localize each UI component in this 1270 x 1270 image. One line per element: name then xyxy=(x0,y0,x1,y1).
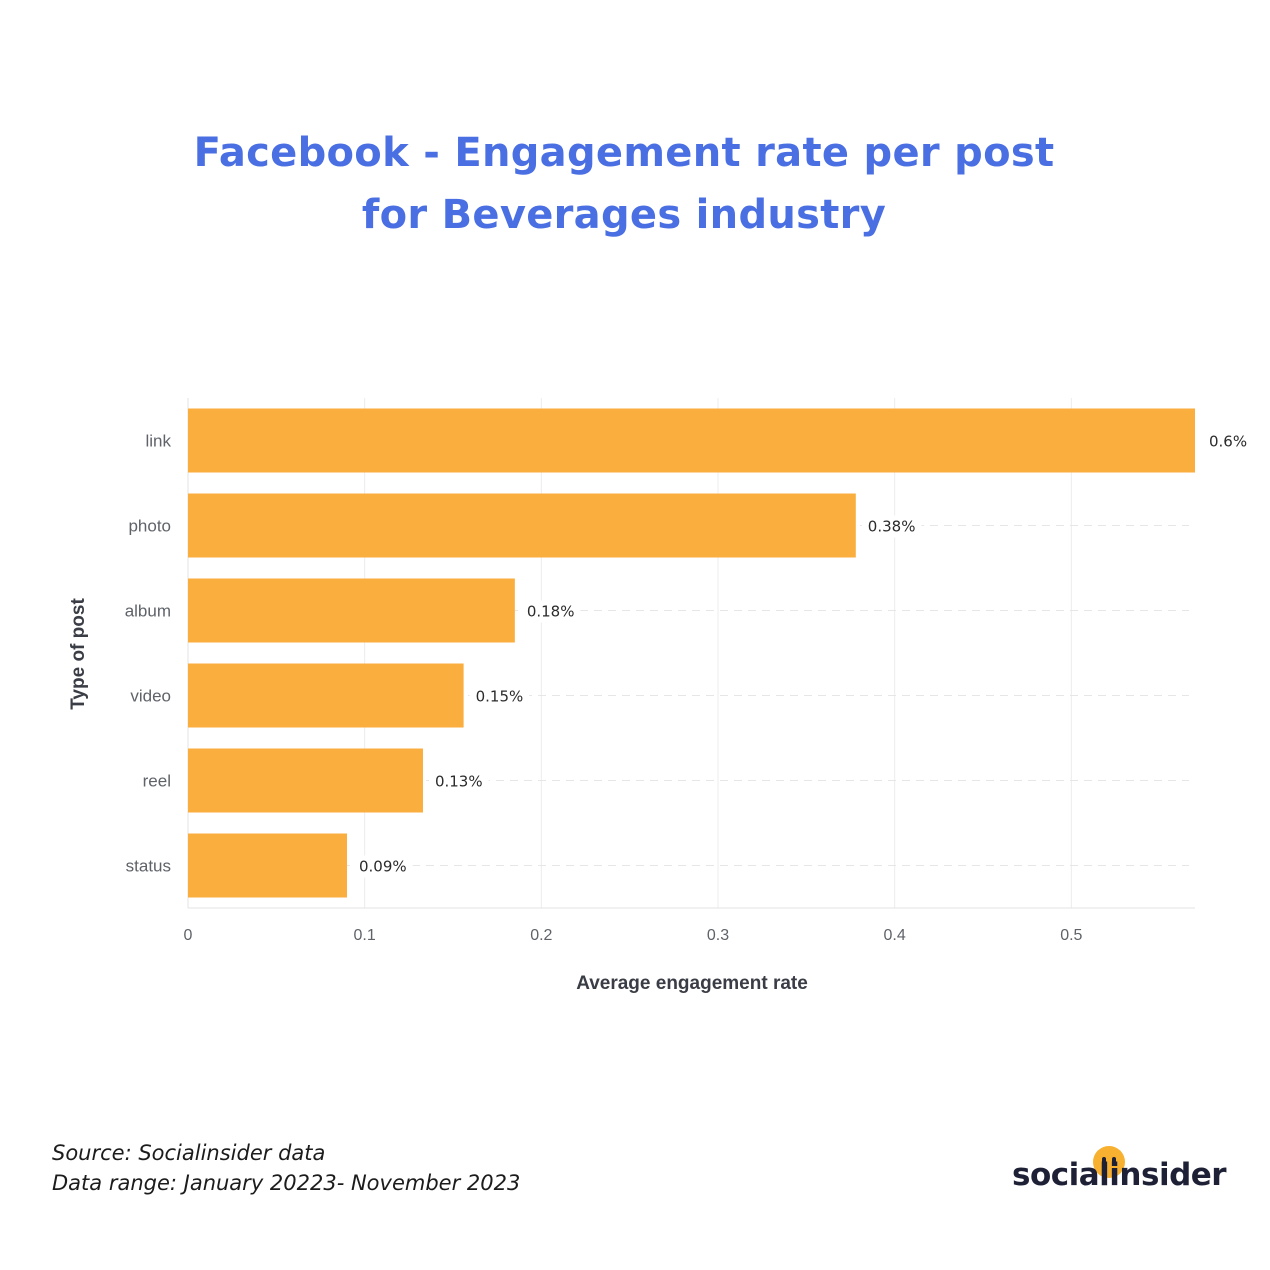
data-label-bg xyxy=(861,515,922,538)
y-axis-title: Type of post xyxy=(68,598,89,710)
data-label-bg xyxy=(469,685,530,708)
x-tick-label: 0 xyxy=(184,927,193,944)
x-axis-title: Average engagement rate xyxy=(576,973,808,994)
data-labels: 0.6% 0.38% 0.18% 0.15% 0.13% 0.09% xyxy=(353,430,1254,878)
y-tick-label-link: link xyxy=(145,432,171,451)
bars xyxy=(188,408,1195,898)
x-tick-label: 0.5 xyxy=(1060,927,1082,944)
bar-link xyxy=(188,408,1195,473)
x-tick-labels: 0 0.1 0.2 0.3 0.4 0.5 xyxy=(184,927,1083,944)
footer-notes: Source: Socialinsider data Data range: J… xyxy=(52,1138,520,1198)
bar-reel xyxy=(188,748,423,813)
x-tick-label: 0.3 xyxy=(707,927,729,944)
bar-status xyxy=(188,833,347,898)
data-label-bg xyxy=(520,600,581,623)
bar-video xyxy=(188,663,464,728)
data-label-link: 0.6% xyxy=(1209,433,1247,451)
data-label-album: 0.18% xyxy=(527,603,575,621)
x-tick-label: 0.1 xyxy=(354,927,376,944)
y-tick-labels: link photo album video reel status xyxy=(125,432,172,876)
bar-chart: 0.6% 0.38% 0.18% 0.15% 0.13% 0.09% link photo a… xyxy=(68,398,1254,994)
chart-title: Facebook - Engagement rate per post for … xyxy=(0,122,1248,246)
date-range-note: Data range: January 20223- November 2023 xyxy=(52,1171,521,1195)
bar-album xyxy=(188,578,515,643)
y-tick-label-status: status xyxy=(126,857,171,876)
logo-dot-icon xyxy=(1093,1146,1125,1178)
logo: socialinsider xyxy=(1012,1157,1227,1193)
y-tick-label-reel: reel xyxy=(143,772,171,791)
y-tick-label-photo: photo xyxy=(128,517,171,536)
chart-title-line2: for Beverages industry xyxy=(361,192,887,238)
data-label-video: 0.15% xyxy=(476,688,524,706)
data-label-bg xyxy=(428,770,489,793)
chart-title-line1: Facebook - Engagement rate per post xyxy=(193,130,1055,176)
data-label-photo: 0.38% xyxy=(868,518,916,536)
y-tick-label-video: video xyxy=(130,687,171,706)
data-label-bg xyxy=(353,855,413,878)
data-label-reel: 0.13% xyxy=(435,773,483,791)
source-note: Source: Socialinsider data xyxy=(52,1141,326,1165)
x-tick-label: 0.4 xyxy=(884,927,906,944)
bar-photo xyxy=(188,493,856,558)
grid-lines xyxy=(187,398,1195,909)
x-tick-label: 0.2 xyxy=(530,927,552,944)
y-tick-label-album: album xyxy=(125,602,171,621)
data-label-status: 0.09% xyxy=(359,858,407,876)
data-label-bg xyxy=(1203,430,1254,453)
